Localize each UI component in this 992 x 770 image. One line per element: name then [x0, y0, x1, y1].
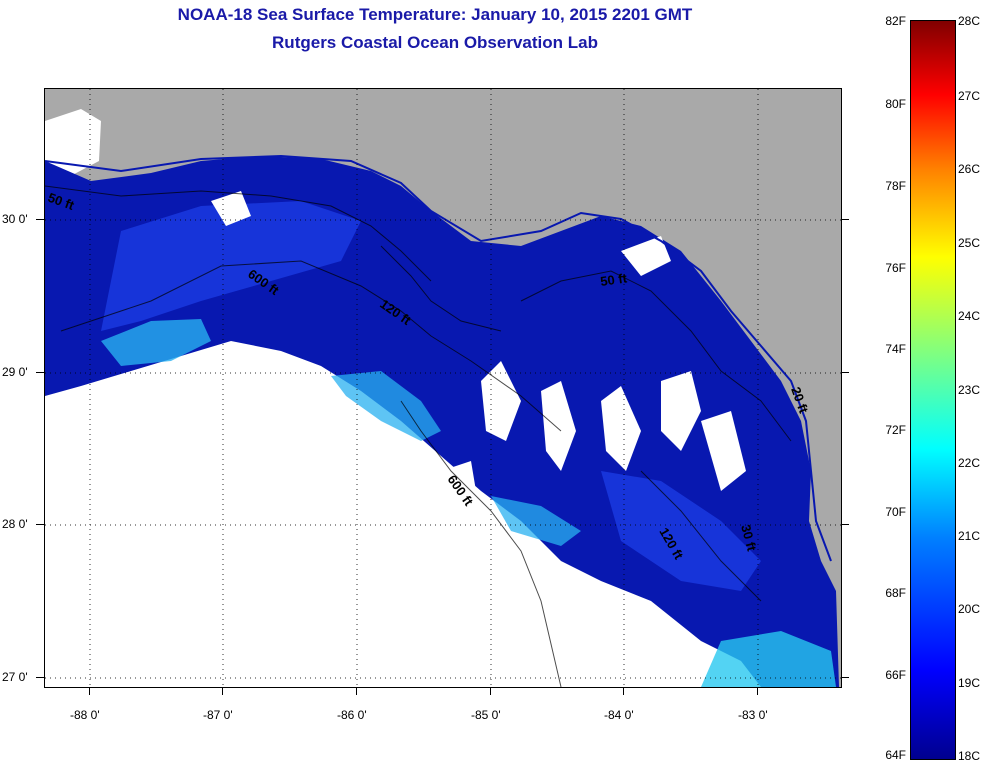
x-tick	[356, 687, 357, 695]
colorbar-f-label: 74F	[885, 342, 906, 356]
colorbar-f-label: 80F	[885, 97, 906, 111]
y-tick-right	[841, 219, 849, 220]
lon-label-86: -86 0'	[337, 708, 367, 722]
lon-label-83: -83 0'	[738, 708, 768, 722]
x-tick	[490, 687, 491, 695]
colorbar-c-label: 21C	[958, 529, 981, 543]
y-tick-right	[841, 524, 849, 525]
colorbar-c-label: 23C	[958, 383, 981, 397]
lat-label-27: 27 0'	[2, 670, 28, 684]
x-tick	[623, 687, 624, 695]
mid-blue-swath	[101, 201, 361, 331]
sst-map: 50 ft 600 ft 120 ft 50 ft 600 ft 120 ft …	[44, 88, 842, 688]
cyan-patch-se	[701, 631, 836, 687]
cloud-gaps	[211, 191, 746, 531]
colorbar-f-label: 70F	[885, 505, 906, 519]
y-tick	[36, 372, 44, 373]
colorbar-c-label: 27C	[958, 89, 981, 103]
lon-label-84: -84 0'	[604, 708, 634, 722]
lon-label-88: -88 0'	[70, 708, 100, 722]
temperature-colorbar	[910, 20, 956, 760]
y-tick	[36, 219, 44, 220]
lon-label-87: -87 0'	[203, 708, 233, 722]
y-tick	[36, 677, 44, 678]
colorbar-c-label: 24C	[958, 309, 981, 323]
contour-label-30ft-south: 30 ft	[738, 523, 760, 553]
colorbar-f-label: 76F	[885, 261, 906, 275]
colorbar-c-label: 18C	[958, 749, 981, 763]
colorbar-f-label: 72F	[885, 423, 906, 437]
x-tick	[89, 687, 90, 695]
y-tick-right	[841, 372, 849, 373]
lat-label-30: 30 0'	[2, 212, 28, 226]
colorbar-f-label: 78F	[885, 179, 906, 193]
contour-label-50ft-east: 50 ft	[599, 270, 628, 289]
lat-label-28: 28 0'	[2, 517, 28, 531]
cyan-patch-west	[101, 319, 211, 366]
lat-label-29: 29 0'	[2, 365, 28, 379]
depth-contours	[45, 185, 792, 687]
cyan-patch-center	[331, 371, 441, 441]
cyan-patch-south	[491, 496, 581, 546]
x-tick	[757, 687, 758, 695]
colorbar-c-label: 22C	[958, 456, 981, 470]
map-subtitle: Rutgers Coastal Ocean Observation Lab	[272, 33, 598, 52]
colorbar-f-label: 82F	[885, 14, 906, 28]
coastline	[45, 154, 832, 562]
colorbar-f-label: 68F	[885, 586, 906, 600]
y-tick	[36, 524, 44, 525]
colorbar-c-label: 26C	[958, 162, 981, 176]
colorbar-c-label: 20C	[958, 602, 981, 616]
colorbar-c-label: 25C	[958, 236, 981, 250]
map-title: NOAA-18 Sea Surface Temperature: January…	[177, 5, 693, 24]
colorbar-c-label: 19C	[958, 676, 981, 690]
x-tick	[222, 687, 223, 695]
colorbar-f-label: 66F	[885, 668, 906, 682]
lon-label-85: -85 0'	[471, 708, 501, 722]
y-tick-right	[841, 677, 849, 678]
colorbar-c-label: 28C	[958, 14, 981, 28]
colorbar-f-label: 64F	[885, 748, 906, 762]
